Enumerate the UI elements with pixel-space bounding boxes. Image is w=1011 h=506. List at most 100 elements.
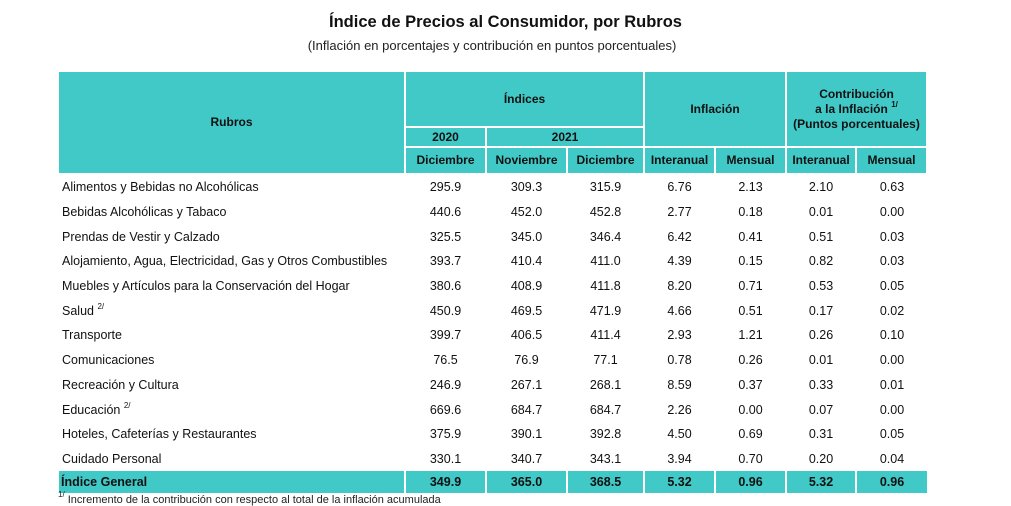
- cell-dic-2020: 450.9: [404, 298, 486, 324]
- cell-dic-2020: 325.5: [404, 224, 486, 250]
- cell-inflacion-mensual: 0.00: [714, 397, 787, 422]
- rubro-name: Muebles y Artículos para la Conservación…: [62, 279, 350, 294]
- cell-dic-2021: 77.1: [565, 347, 645, 373]
- cell-inflacion-mensual: 0.18: [714, 199, 787, 225]
- cell-nov-2021: 452.0: [485, 199, 567, 225]
- cell-dic-2021: 346.4: [565, 224, 645, 250]
- cell-contrib-mensual: 0.00: [855, 347, 928, 373]
- cell-nov-2021: 340.7: [485, 446, 567, 472]
- table-row: Alojamiento, Agua, Electricidad, Gas y O…: [58, 249, 928, 274]
- table-row: Salud 2/450.9 469.5 471.9 4.66 0.51 0.17 0.02: [58, 298, 928, 324]
- cell-inflacion-mensual: 0.26: [714, 347, 787, 373]
- cell-dic-2021: 411.4: [565, 323, 645, 348]
- cell-nov-2021: 410.4: [485, 249, 567, 274]
- cell-dic-2021: 684.7: [565, 397, 645, 422]
- rubro-name: Bebidas Alcohólicas y Tabaco: [62, 205, 227, 220]
- cell-dic-2020: 76.5: [404, 347, 486, 373]
- total-cell-contrib-interanual: 5.32: [785, 471, 857, 494]
- cell-contrib-interanual: 0.53: [785, 273, 857, 299]
- table-row: Cuidado Personal 330.1 340.7 343.1 3.94 0.70 0…: [58, 446, 928, 472]
- header-contribucion: Contribución a la Inflación 1/ (Puntos p…: [785, 70, 929, 148]
- cell-dic-2021: 315.9: [565, 174, 645, 200]
- header-year-2021: 2021: [484, 126, 646, 148]
- cell-nov-2021: 408.9: [485, 273, 567, 299]
- cell-nov-2021: 390.1: [485, 421, 567, 447]
- cell-nov-2021: 684.7: [485, 397, 567, 422]
- cell-inflacion-mensual: 0.71: [714, 273, 787, 299]
- rubro-name: Transporte: [62, 328, 122, 343]
- header-inflacion-interanual: Interanual: [643, 146, 717, 175]
- rubro-name: Cuidado Personal: [62, 451, 162, 466]
- cell-contrib-interanual: 2.10: [785, 174, 857, 200]
- cell-inflacion-mensual: 0.51: [714, 298, 787, 324]
- cell-dic-2020: 393.7: [404, 249, 486, 274]
- header-diciembre-2021: Diciembre: [565, 146, 646, 175]
- rubro-name-cell: Alimentos y Bebidas no Alcohólicas: [58, 174, 405, 200]
- rubro-name: Comunicaciones: [62, 353, 155, 368]
- cell-inflacion-mensual: 0.15: [714, 249, 787, 274]
- table-body: Alimentos y Bebidas no Alcohólicas 295.9 3…: [58, 174, 928, 494]
- cell-dic-2021: 471.9: [565, 298, 645, 324]
- cell-inflacion-interanual: 6.42: [643, 224, 716, 250]
- cell-nov-2021: 267.1: [485, 372, 567, 398]
- cell-contrib-mensual: 0.10: [855, 323, 928, 348]
- rubro-name-cell: Cuidado Personal: [58, 446, 405, 472]
- header-contrib-interanual: Interanual: [785, 146, 858, 175]
- cell-contrib-mensual: 0.00: [855, 199, 928, 225]
- total-cell-dic-2021: 368.5: [565, 471, 645, 494]
- header-noviembre-2021: Noviembre: [485, 146, 568, 175]
- cell-dic-2021: 411.8: [565, 273, 645, 299]
- page-subtitle: (Inflación en porcentajes y contribución…: [307, 38, 677, 53]
- cell-nov-2021: 76.9: [485, 347, 567, 373]
- cell-inflacion-mensual: 0.37: [714, 372, 787, 398]
- table-row: Alimentos y Bebidas no Alcohólicas 295.9 3…: [58, 174, 928, 200]
- header-year-2020: 2020: [404, 126, 487, 148]
- page-title: Índice de Precios al Consumidor, por Rub…: [329, 13, 682, 31]
- cell-nov-2021: 345.0: [485, 224, 567, 250]
- cell-contrib-interanual: 0.07: [785, 397, 857, 422]
- cell-contrib-mensual: 0.03: [855, 224, 928, 250]
- header-indices: Índices: [403, 70, 646, 128]
- table-row: Prendas de Vestir y Calzado 325.5 345.0 346…: [58, 224, 928, 250]
- cell-dic-2020: 669.6: [404, 397, 486, 422]
- cell-inflacion-mensual: 0.70: [714, 446, 787, 472]
- header-inflacion-mensual: Mensual: [714, 146, 788, 175]
- table-row: Bebidas Alcohólicas y Tabaco 440.6 452.0 45…: [58, 199, 928, 225]
- cell-dic-2020: 295.9: [404, 174, 486, 200]
- table-row: Hoteles, Cafeterías y Restaurantes 375.9 3…: [58, 421, 928, 447]
- table-row: Muebles y Artículos para la Conservación…: [58, 273, 928, 299]
- cell-inflacion-mensual: 1.21: [714, 323, 787, 348]
- cell-inflacion-interanual: 8.20: [643, 273, 716, 299]
- total-cell-inflacion-interanual: 5.32: [643, 471, 716, 494]
- header-inflacion: Inflación: [643, 70, 788, 148]
- total-cell-inflacion-mensual: 0.96: [714, 471, 787, 494]
- cell-dic-2021: 452.8: [565, 199, 645, 225]
- rubro-name-cell: Muebles y Artículos para la Conservación…: [58, 273, 405, 299]
- header-rubros: Rubros: [59, 70, 406, 175]
- rubro-footnote-mark: 2/: [123, 400, 131, 410]
- rubro-name: Recreación y Cultura: [62, 377, 179, 392]
- cell-inflacion-interanual: 2.77: [643, 199, 716, 225]
- cell-inflacion-interanual: 6.76: [643, 174, 716, 200]
- header-contribucion-footnote-mark: 1/: [891, 99, 898, 109]
- cell-dic-2020: 399.7: [404, 323, 486, 348]
- cell-inflacion-interanual: 4.66: [643, 298, 716, 324]
- footnote: 1/ Incremento de la contribución con res…: [58, 491, 441, 506]
- cell-contrib-mensual: 0.00: [855, 397, 928, 422]
- cell-contrib-interanual: 0.20: [785, 446, 857, 472]
- cell-contrib-mensual: 0.05: [855, 421, 928, 447]
- cell-inflacion-mensual: 0.41: [714, 224, 787, 250]
- total-cell-dic-2020: 349.9: [404, 471, 486, 494]
- cell-dic-2020: 375.9: [404, 421, 486, 447]
- rubro-name: Salud: [62, 303, 94, 318]
- rubro-name: Alimentos y Bebidas no Alcohólicas: [62, 180, 259, 195]
- cell-contrib-interanual: 0.01: [785, 347, 857, 373]
- cell-contrib-interanual: 0.51: [785, 224, 857, 250]
- cell-contrib-mensual: 0.63: [855, 174, 928, 200]
- total-row: Índice General 349.9 365.0 368.5 5.32 0.96 5.3…: [59, 471, 928, 494]
- rubro-name-cell: Recreación y Cultura: [58, 372, 405, 398]
- cell-contrib-interanual: 0.17: [785, 298, 857, 324]
- cpi-table: Rubros Índices Inflación Contribución a …: [58, 70, 929, 494]
- table-row: Comunicaciones 76.5 76.9 77.1 0.78 0.26 0.01 0.…: [58, 347, 928, 373]
- footnote-text: Incremento de la contribución con respec…: [67, 494, 441, 506]
